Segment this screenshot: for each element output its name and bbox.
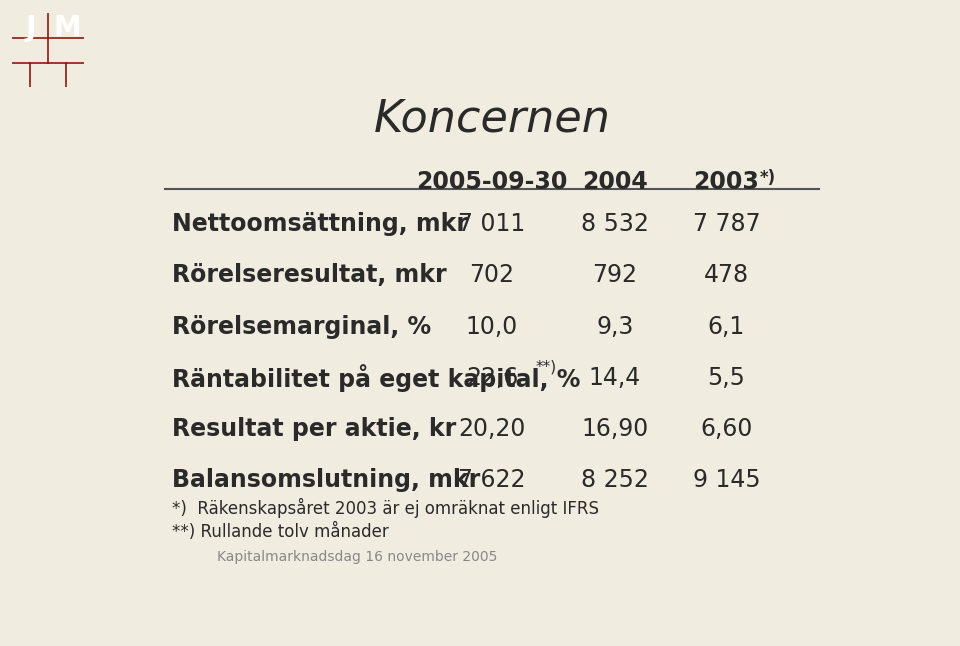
Text: 10,0: 10,0 — [466, 315, 518, 339]
Text: 792: 792 — [592, 264, 637, 287]
Text: 2005-09-30: 2005-09-30 — [417, 169, 567, 194]
Text: *): *) — [759, 169, 776, 187]
Text: 16,90: 16,90 — [581, 417, 648, 441]
Text: 2004: 2004 — [582, 169, 648, 194]
Text: 22,6: 22,6 — [466, 366, 518, 390]
Text: 9,3: 9,3 — [596, 315, 634, 339]
Text: Räntabilitet på eget kapital, %: Räntabilitet på eget kapital, % — [172, 364, 581, 392]
Text: Resultat per aktie, kr: Resultat per aktie, kr — [172, 417, 456, 441]
Text: 6,60: 6,60 — [700, 417, 753, 441]
Text: 7 011: 7 011 — [458, 213, 526, 236]
Text: Balansomslutning, mkr: Balansomslutning, mkr — [172, 468, 480, 492]
Text: Nettoomsättning, mkr: Nettoomsättning, mkr — [172, 213, 468, 236]
Text: 20,20: 20,20 — [458, 417, 526, 441]
Text: 5,5: 5,5 — [708, 366, 745, 390]
Text: J: J — [26, 14, 36, 42]
Text: Koncernen: Koncernen — [373, 98, 611, 140]
Text: 6,1: 6,1 — [708, 315, 745, 339]
Text: Rörelseresultat, mkr: Rörelseresultat, mkr — [172, 264, 446, 287]
Text: 7 787: 7 787 — [692, 213, 760, 236]
Text: 14,4: 14,4 — [588, 366, 641, 390]
Text: 8 252: 8 252 — [581, 468, 649, 492]
Text: M: M — [53, 14, 81, 42]
Text: *)  Räkenskapsåret 2003 är ej omräknat enligt IFRS: *) Räkenskapsåret 2003 är ej omräknat en… — [172, 498, 599, 518]
Text: Rörelsemarginal, %: Rörelsemarginal, % — [172, 315, 431, 339]
Text: 8 532: 8 532 — [581, 213, 649, 236]
Text: **): **) — [535, 360, 556, 375]
Text: Kapitalmarknadsdag 16 november 2005: Kapitalmarknadsdag 16 november 2005 — [217, 550, 497, 564]
Text: 7 622: 7 622 — [458, 468, 526, 492]
Text: 702: 702 — [469, 264, 515, 287]
Text: **) Rullande tolv månader: **) Rullande tolv månader — [172, 523, 389, 541]
Text: 9 145: 9 145 — [692, 468, 760, 492]
Text: 2003: 2003 — [693, 169, 759, 194]
Text: 478: 478 — [704, 264, 749, 287]
